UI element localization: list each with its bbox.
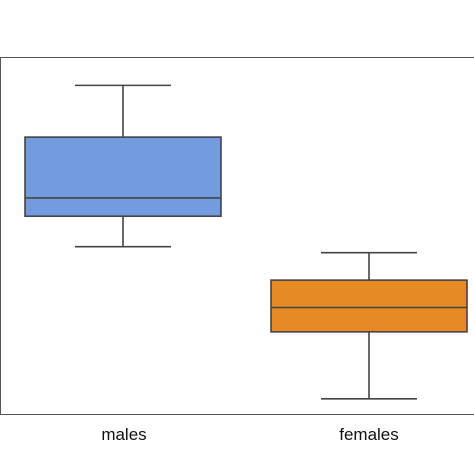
x-tick-label-females: females [339, 425, 399, 444]
box-males [24, 136, 222, 218]
box-females [270, 279, 468, 333]
boxes-group [24, 84, 468, 400]
plot-frame [0, 57, 474, 415]
x-tick-label-males: males [101, 425, 146, 444]
x-tick-labels: males females [101, 425, 398, 444]
